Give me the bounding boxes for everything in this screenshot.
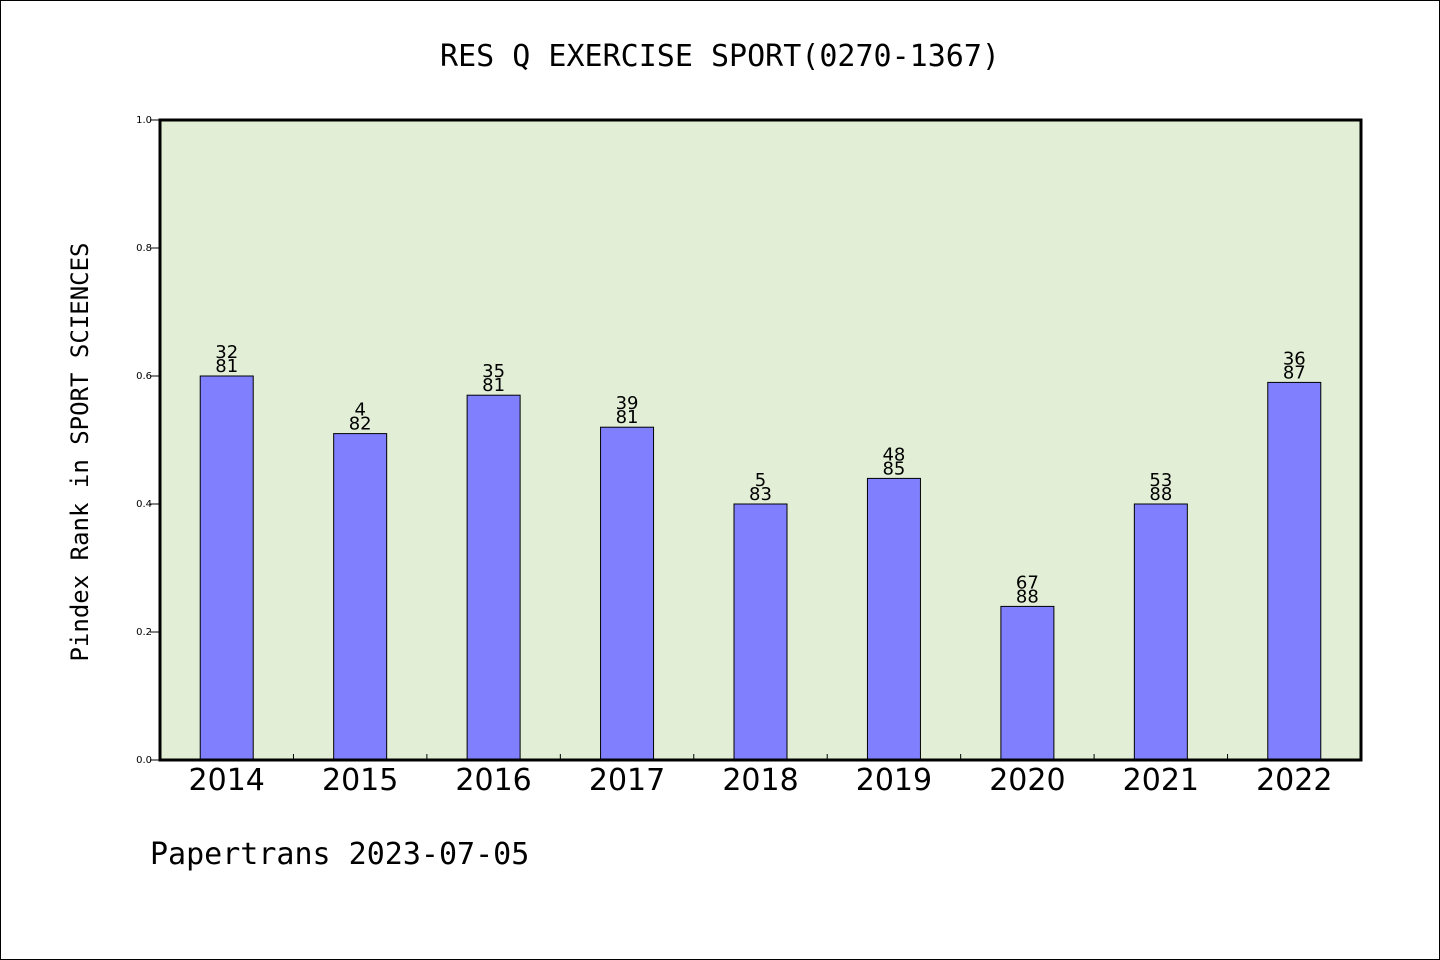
- y-tick-label: 1.0: [136, 115, 152, 126]
- bar-total-label: 81: [482, 375, 505, 396]
- bar-2020: [1000, 605, 1055, 761]
- y-tick-label: 0.6: [136, 371, 152, 382]
- x-tick-label: 2014: [189, 763, 265, 798]
- bar-total-label: 83: [749, 484, 772, 505]
- plot-border: [158, 118, 1363, 762]
- bar-2014: [199, 375, 254, 761]
- x-tick-label: 2022: [1256, 763, 1332, 798]
- bar-total-label: 88: [1016, 586, 1039, 607]
- y-tick-label: 0.4: [136, 499, 152, 510]
- bar-2021: [1133, 503, 1188, 761]
- bar-total-label: 81: [215, 356, 238, 377]
- bar-2016: [466, 394, 521, 761]
- bar-total-label: 82: [349, 414, 372, 435]
- bar-rank-label: 53: [1149, 470, 1172, 491]
- y-tick-label: 0.0: [136, 755, 152, 766]
- bar-total-label: 85: [882, 458, 905, 479]
- bar-rank-label: 4: [354, 400, 365, 421]
- y-tick-label: 0.2: [136, 627, 152, 638]
- bar-rank-label: 5: [755, 470, 766, 491]
- bar-rank-label: 32: [215, 342, 238, 363]
- y-axis-ticks: 0.0 0.2 0.4 0.6 0.8 1.0: [136, 115, 160, 766]
- y-axis-label: Pindex Rank in SPORT SCIENCES: [66, 242, 94, 661]
- y-tick-label: 0.8: [136, 243, 152, 254]
- x-tick-label: 2016: [455, 763, 531, 798]
- x-tick-label: 2021: [1123, 763, 1199, 798]
- bar-2019: [866, 477, 921, 761]
- bars: [199, 375, 1322, 761]
- x-tick-label: 2020: [989, 763, 1065, 798]
- chart-title: RES Q EXERCISE SPORT(0270-1367): [440, 39, 1000, 74]
- bar-total-label: 88: [1149, 484, 1172, 505]
- x-tick-label: 2019: [856, 763, 932, 798]
- x-tick-label: 2015: [322, 763, 398, 798]
- bar-total-label: 87: [1283, 362, 1306, 383]
- bar-total-label: 81: [616, 407, 639, 428]
- x-tick-label: 2017: [589, 763, 665, 798]
- bar-2017: [600, 426, 655, 761]
- bar-rank-label: 48: [882, 444, 905, 465]
- bar-rank-label: 35: [482, 361, 505, 382]
- bar-rank-label: 36: [1283, 348, 1306, 369]
- bar-rank-label: 67: [1016, 572, 1039, 593]
- x-tick-label: 2018: [722, 763, 798, 798]
- bar-rank-label: 39: [616, 393, 639, 414]
- x-axis-ticks: 2014 2015 2016 2017 2018 2019 2020 2021 2022: [189, 754, 1332, 798]
- bar-2022: [1267, 381, 1322, 761]
- bar-2018: [733, 503, 788, 761]
- footer-text: Papertrans 2023-07-05: [150, 837, 529, 872]
- bar-2015: [333, 433, 388, 761]
